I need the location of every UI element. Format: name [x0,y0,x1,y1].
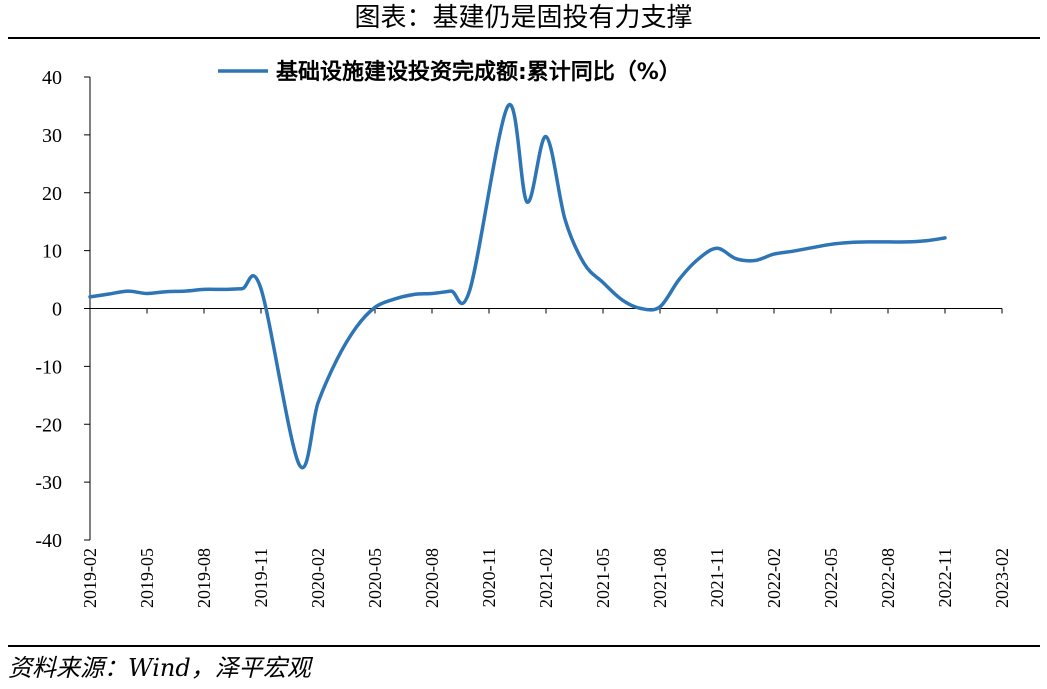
x-tick-label: 2020-11 [479,548,499,607]
y-tick-label: -40 [35,530,62,552]
top-rule [8,37,1040,39]
y-tick-label: 20 [42,183,62,205]
y-tick-label: 40 [42,67,62,89]
x-tick-label: 2020-05 [365,548,385,608]
x-tick-label: 2022-05 [821,548,841,608]
x-tick-label: 2023-02 [992,548,1012,608]
bottom-rule [8,645,1040,647]
x-tick-label: 2021-08 [650,548,670,608]
x-tick-label: 2019-11 [251,548,271,607]
series-line [88,102,947,470]
x-tick-label: 2020-02 [308,548,328,608]
series-layer [88,102,947,470]
legend-label: 基础设施建设投资完成额:累计同比（%） [276,59,681,85]
x-tick-label: 2021-05 [593,548,613,608]
x-axis-ticks: 2019-02 2019-05 2019-08 2019-11 2020-02 2020-… [80,308,1012,608]
x-tick-label: 2022-02 [764,548,784,608]
y-tick-label: -30 [35,472,62,494]
x-tick-label: 2020-08 [422,548,442,608]
legend: 基础设施建设投资完成额:累计同比（%） [218,59,681,85]
x-tick-label: 2021-02 [536,548,556,608]
y-tick-label: 30 [42,125,62,147]
source-note: 资料来源：Wind，泽平宏观 [8,654,311,682]
x-tick-label: 2022-08 [878,548,898,608]
x-tick-label: 2019-05 [137,548,157,608]
y-tick-label: -20 [35,414,62,436]
x-tick-label: 2019-02 [80,548,100,608]
y-tick-label: 0 [52,299,62,321]
x-tick-label: 2022-11 [935,548,955,607]
figure-title: 图表：基建仍是固投有力支撑 [354,3,693,33]
x-tick-label: 2021-11 [707,548,727,607]
y-tick-label: 10 [42,241,62,263]
y-axis-ticks: 40 30 20 10 0 -10 -20 -30 -40 [35,67,90,552]
y-tick-label: -10 [35,356,62,378]
x-tick-label: 2019-08 [194,548,214,608]
